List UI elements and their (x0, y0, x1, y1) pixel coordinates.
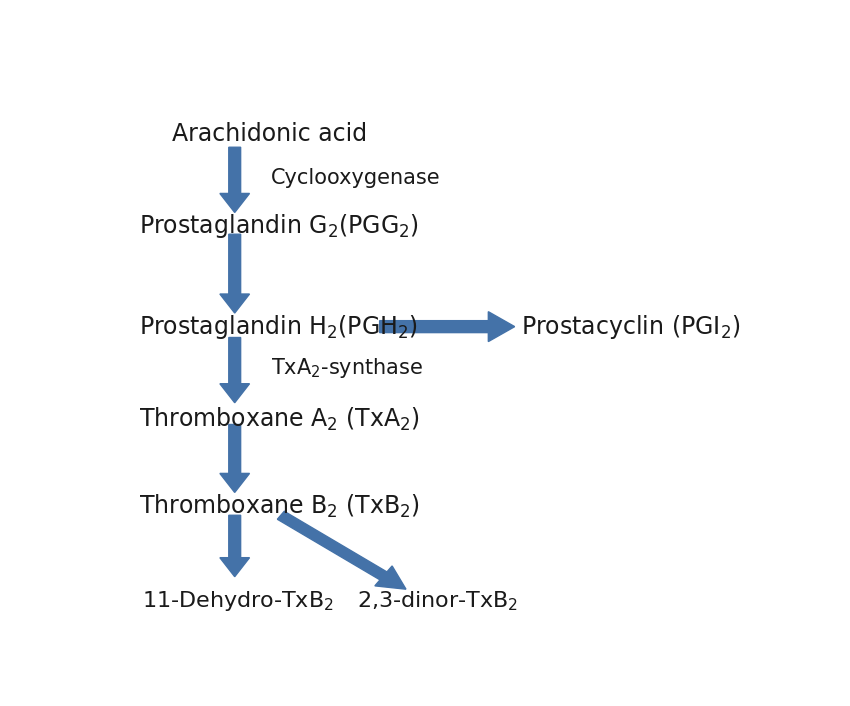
Text: Thromboxane A$_{2}$ (TxA$_{2}$): Thromboxane A$_{2}$ (TxA$_{2}$) (139, 405, 420, 433)
Text: 11-Dehydro-TxB$_{2}$: 11-Dehydro-TxB$_{2}$ (143, 590, 334, 613)
FancyArrow shape (220, 148, 250, 213)
Text: Prostaglandin G$_{2}$(PGG$_{2}$): Prostaglandin G$_{2}$(PGG$_{2}$) (139, 212, 419, 240)
FancyArrow shape (220, 234, 250, 313)
FancyArrow shape (380, 311, 514, 342)
Text: Thromboxane B$_{2}$ (TxB$_{2}$): Thromboxane B$_{2}$ (TxB$_{2}$) (139, 492, 420, 520)
Text: Prostacyclin (PGI$_{2}$): Prostacyclin (PGI$_{2}$) (521, 313, 740, 340)
Text: TxA$_{2}$-synthase: TxA$_{2}$-synthase (271, 357, 423, 381)
Text: Cyclooxygenase: Cyclooxygenase (271, 168, 440, 189)
Text: Arachidonic acid: Arachidonic acid (172, 121, 367, 145)
Text: 2,3-dinor-TxB$_{2}$: 2,3-dinor-TxB$_{2}$ (357, 590, 518, 613)
FancyArrow shape (220, 424, 250, 493)
FancyArrow shape (220, 515, 250, 577)
FancyArrow shape (277, 511, 406, 590)
Text: Prostaglandin H$_{2}$(PGH$_{2}$): Prostaglandin H$_{2}$(PGH$_{2}$) (139, 313, 418, 340)
FancyArrow shape (220, 337, 250, 402)
